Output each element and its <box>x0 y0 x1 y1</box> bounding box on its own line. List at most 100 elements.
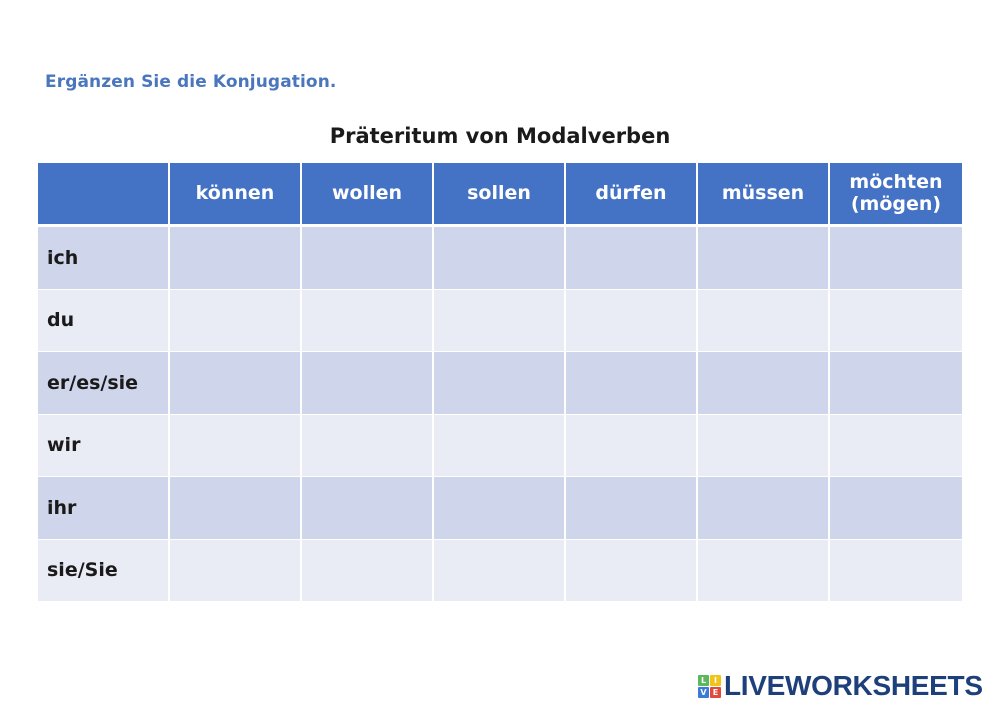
logo-block-e: E <box>710 686 721 698</box>
answer-cell[interactable] <box>830 352 962 415</box>
table-row: er/es/sie <box>38 352 962 415</box>
answer-input[interactable] <box>566 352 696 414</box>
answer-input[interactable] <box>830 539 962 601</box>
header-duerfen: dürfen <box>566 163 698 227</box>
answer-cell[interactable] <box>830 477 962 540</box>
answer-input[interactable] <box>566 289 696 351</box>
answer-cell[interactable] <box>698 539 830 602</box>
answer-input[interactable] <box>698 352 828 414</box>
table-row: du <box>38 289 962 352</box>
answer-cell[interactable] <box>830 539 962 602</box>
answer-cell[interactable] <box>830 289 962 352</box>
liveworksheets-logo: L I V E LIVEWORKSHEETS <box>698 672 983 700</box>
answer-input[interactable] <box>434 477 564 539</box>
header-moechten: möchten (mögen) <box>830 163 962 227</box>
table-row: ihr <box>38 477 962 540</box>
answer-input[interactable] <box>434 289 564 351</box>
answer-input[interactable] <box>830 477 962 539</box>
answer-input[interactable] <box>830 227 962 289</box>
table-row: wir <box>38 414 962 477</box>
answer-input[interactable] <box>434 539 564 601</box>
answer-input[interactable] <box>302 352 432 414</box>
answer-cell[interactable] <box>698 227 830 290</box>
answer-input[interactable] <box>698 539 828 601</box>
logo-block-i: I <box>710 674 721 686</box>
answer-cell[interactable] <box>302 289 434 352</box>
answer-input[interactable] <box>698 477 828 539</box>
answer-input[interactable] <box>566 227 696 289</box>
answer-input[interactable] <box>302 539 432 601</box>
answer-cell[interactable] <box>566 414 698 477</box>
answer-input[interactable] <box>302 289 432 351</box>
pronoun-cell: er/es/sie <box>38 352 170 415</box>
answer-input[interactable] <box>698 227 828 289</box>
answer-input[interactable] <box>434 227 564 289</box>
answer-input[interactable] <box>170 227 300 289</box>
answer-cell[interactable] <box>302 414 434 477</box>
logo-block-v: V <box>698 686 709 698</box>
table-row: sie/Sie <box>38 539 962 602</box>
answer-cell[interactable] <box>302 477 434 540</box>
answer-cell[interactable] <box>170 352 302 415</box>
answer-cell[interactable] <box>698 477 830 540</box>
answer-input[interactable] <box>170 477 300 539</box>
answer-cell[interactable] <box>830 414 962 477</box>
answer-cell[interactable] <box>434 227 566 290</box>
answer-cell[interactable] <box>830 227 962 290</box>
header-sollen: sollen <box>434 163 566 227</box>
answer-input[interactable] <box>830 414 962 476</box>
answer-input[interactable] <box>566 539 696 601</box>
answer-cell[interactable] <box>302 539 434 602</box>
answer-cell[interactable] <box>434 414 566 477</box>
answer-cell[interactable] <box>434 352 566 415</box>
answer-cell[interactable] <box>698 352 830 415</box>
header-koennen: können <box>170 163 302 227</box>
header-corner <box>38 163 170 227</box>
answer-cell[interactable] <box>434 289 566 352</box>
answer-cell[interactable] <box>698 289 830 352</box>
answer-input[interactable] <box>830 352 962 414</box>
answer-input[interactable] <box>302 477 432 539</box>
answer-input[interactable] <box>170 289 300 351</box>
pronoun-cell: wir <box>38 414 170 477</box>
logo-blocks-icon: L I V E <box>698 674 721 698</box>
answer-cell[interactable] <box>302 352 434 415</box>
answer-cell[interactable] <box>566 227 698 290</box>
answer-cell[interactable] <box>434 539 566 602</box>
answer-input[interactable] <box>170 414 300 476</box>
answer-cell[interactable] <box>566 352 698 415</box>
instruction-text: Ergänzen Sie die Konjugation. <box>45 72 337 92</box>
answer-cell[interactable] <box>170 227 302 290</box>
answer-cell[interactable] <box>566 477 698 540</box>
answer-input[interactable] <box>698 414 828 476</box>
answer-input[interactable] <box>434 414 564 476</box>
answer-input[interactable] <box>302 227 432 289</box>
answer-cell[interactable] <box>302 227 434 290</box>
header-row: können wollen sollen dürfen müssen möcht… <box>38 163 962 227</box>
table-row: ich <box>38 227 962 290</box>
table-title: Präteritum von Modalverben <box>329 124 671 148</box>
answer-input[interactable] <box>302 414 432 476</box>
answer-cell[interactable] <box>170 539 302 602</box>
answer-cell[interactable] <box>434 477 566 540</box>
pronoun-cell: ich <box>38 227 170 290</box>
header-muessen: müssen <box>698 163 830 227</box>
answer-input[interactable] <box>566 414 696 476</box>
answer-cell[interactable] <box>170 289 302 352</box>
answer-input[interactable] <box>698 289 828 351</box>
answer-cell[interactable] <box>698 414 830 477</box>
header-moechten-label: möchten (mögen) <box>849 170 943 215</box>
logo-block-l: L <box>698 674 709 686</box>
answer-input[interactable] <box>170 352 300 414</box>
answer-cell[interactable] <box>566 539 698 602</box>
header-wollen: wollen <box>302 163 434 227</box>
logo-text: LIVEWORKSHEETS <box>724 670 983 701</box>
answer-cell[interactable] <box>170 477 302 540</box>
answer-input[interactable] <box>566 477 696 539</box>
answer-cell[interactable] <box>170 414 302 477</box>
answer-cell[interactable] <box>566 289 698 352</box>
pronoun-cell: ihr <box>38 477 170 540</box>
answer-input[interactable] <box>170 539 300 601</box>
answer-input[interactable] <box>830 289 962 351</box>
answer-input[interactable] <box>434 352 564 414</box>
